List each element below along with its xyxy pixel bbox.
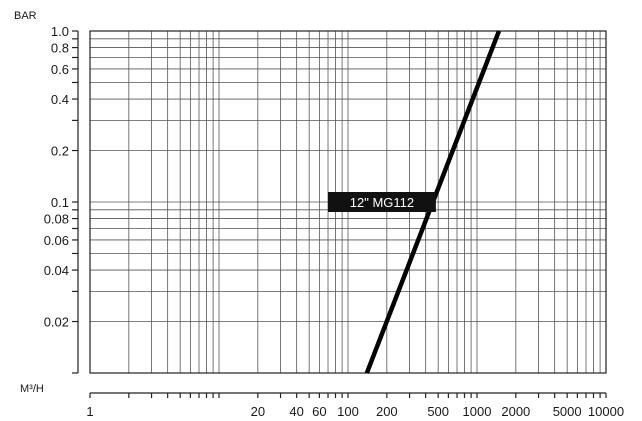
y-tick-label: 0.1 bbox=[51, 195, 69, 210]
y-tick-label: 0.8 bbox=[51, 41, 69, 56]
x-tick-label: 1000 bbox=[463, 404, 492, 419]
x-tick-label: 40 bbox=[289, 404, 303, 419]
y-axis-label: BAR bbox=[14, 10, 37, 22]
y-tick-label: 1.0 bbox=[51, 24, 69, 39]
x-tick-label: 100 bbox=[337, 404, 359, 419]
y-tick-label: 0.2 bbox=[51, 144, 69, 159]
x-tick-label: 1 bbox=[86, 404, 93, 419]
y-tick-label: 0.04 bbox=[44, 263, 69, 278]
axes bbox=[72, 30, 607, 398]
x-tick-label: 500 bbox=[427, 404, 449, 419]
x-tick-label: 200 bbox=[376, 404, 398, 419]
x-tick-label: 2000 bbox=[501, 404, 530, 419]
tick-labels: 1.0 0.8 0.6 0.4 0.2 0.1 0.08 0.06 0.04 0.02 1 20 40 6… bbox=[44, 24, 624, 419]
y-tick-label: 0.6 bbox=[51, 62, 69, 77]
y-tick-label: 0.02 bbox=[44, 315, 69, 330]
y-tick-label: 0.06 bbox=[44, 233, 69, 248]
x-tick-label: 5000 bbox=[553, 404, 582, 419]
callout-box bbox=[328, 192, 436, 212]
callout: 12" MG112 bbox=[328, 192, 436, 212]
x-tick-label: 10000 bbox=[588, 404, 624, 419]
y-tick-label: 0.08 bbox=[44, 212, 69, 227]
y-tick-label: 0.4 bbox=[51, 92, 69, 107]
x-axis-label: M³/H bbox=[20, 383, 44, 395]
plot-frame bbox=[89, 30, 607, 374]
x-tick-label: 20 bbox=[251, 404, 265, 419]
callout-label: 12" MG112 bbox=[350, 195, 414, 210]
x-tick-label: 60 bbox=[312, 404, 326, 419]
